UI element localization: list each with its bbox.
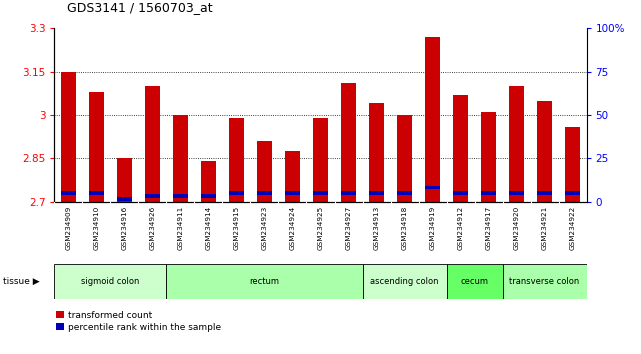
Bar [229, 192, 244, 195]
Bar [173, 194, 188, 198]
Bar [341, 192, 356, 195]
Bar [503, 264, 587, 299]
Text: GDS3141 / 1560703_at: GDS3141 / 1560703_at [67, 1, 213, 14]
Text: ascending colon: ascending colon [370, 277, 438, 286]
Bar [61, 192, 76, 195]
Bar [145, 86, 160, 202]
Bar [313, 192, 328, 195]
Text: transverse colon: transverse colon [510, 277, 579, 286]
Text: GSM234921: GSM234921 [542, 206, 547, 250]
Text: GSM234915: GSM234915 [233, 206, 240, 250]
Legend: transformed count, percentile rank within the sample: transformed count, percentile rank withi… [53, 307, 225, 335]
Bar [453, 95, 468, 202]
Bar [565, 192, 580, 195]
Text: GSM234922: GSM234922 [569, 206, 576, 250]
Bar [285, 151, 300, 202]
Bar [341, 83, 356, 202]
Text: GSM234916: GSM234916 [122, 206, 128, 250]
Bar [453, 192, 468, 195]
Text: GSM234912: GSM234912 [458, 206, 463, 250]
Bar [313, 118, 328, 202]
Bar [447, 264, 503, 299]
Bar [167, 264, 363, 299]
Bar [201, 161, 216, 202]
Bar [285, 192, 300, 195]
Bar [481, 112, 496, 202]
Bar [363, 264, 447, 299]
Bar [145, 194, 160, 198]
Bar [425, 37, 440, 202]
Bar [54, 264, 167, 299]
Bar [229, 118, 244, 202]
Text: cecum: cecum [460, 277, 488, 286]
Bar [481, 192, 496, 195]
Text: GSM234917: GSM234917 [485, 206, 492, 250]
Text: GSM234913: GSM234913 [374, 206, 379, 250]
Bar [509, 86, 524, 202]
Bar [509, 192, 524, 195]
Bar [117, 197, 132, 201]
Text: tissue ▶: tissue ▶ [3, 277, 40, 286]
Bar [537, 101, 552, 202]
Bar [257, 192, 272, 195]
Text: GSM234910: GSM234910 [94, 206, 99, 250]
Text: GSM234911: GSM234911 [178, 206, 183, 250]
Bar [369, 192, 384, 195]
Text: GSM234926: GSM234926 [149, 206, 156, 250]
Text: GSM234920: GSM234920 [513, 206, 519, 250]
Bar [425, 185, 440, 189]
Text: GSM234923: GSM234923 [262, 206, 267, 250]
Text: rectum: rectum [249, 277, 279, 286]
Bar [173, 115, 188, 202]
Bar [61, 72, 76, 202]
Text: GSM234914: GSM234914 [206, 206, 212, 250]
Text: GSM234927: GSM234927 [345, 206, 351, 250]
Bar [565, 127, 580, 202]
Text: GSM234925: GSM234925 [317, 206, 324, 250]
Text: GSM234909: GSM234909 [65, 206, 72, 250]
Bar [201, 194, 216, 198]
Text: GSM234919: GSM234919 [429, 206, 435, 250]
Bar [257, 141, 272, 202]
Bar [397, 192, 412, 195]
Text: sigmoid colon: sigmoid colon [81, 277, 140, 286]
Bar [537, 192, 552, 195]
Bar [117, 158, 132, 202]
Text: GSM234918: GSM234918 [401, 206, 408, 250]
Bar [89, 92, 104, 202]
Bar [397, 115, 412, 202]
Bar [369, 103, 384, 202]
Text: GSM234924: GSM234924 [290, 206, 296, 250]
Bar [89, 192, 104, 195]
